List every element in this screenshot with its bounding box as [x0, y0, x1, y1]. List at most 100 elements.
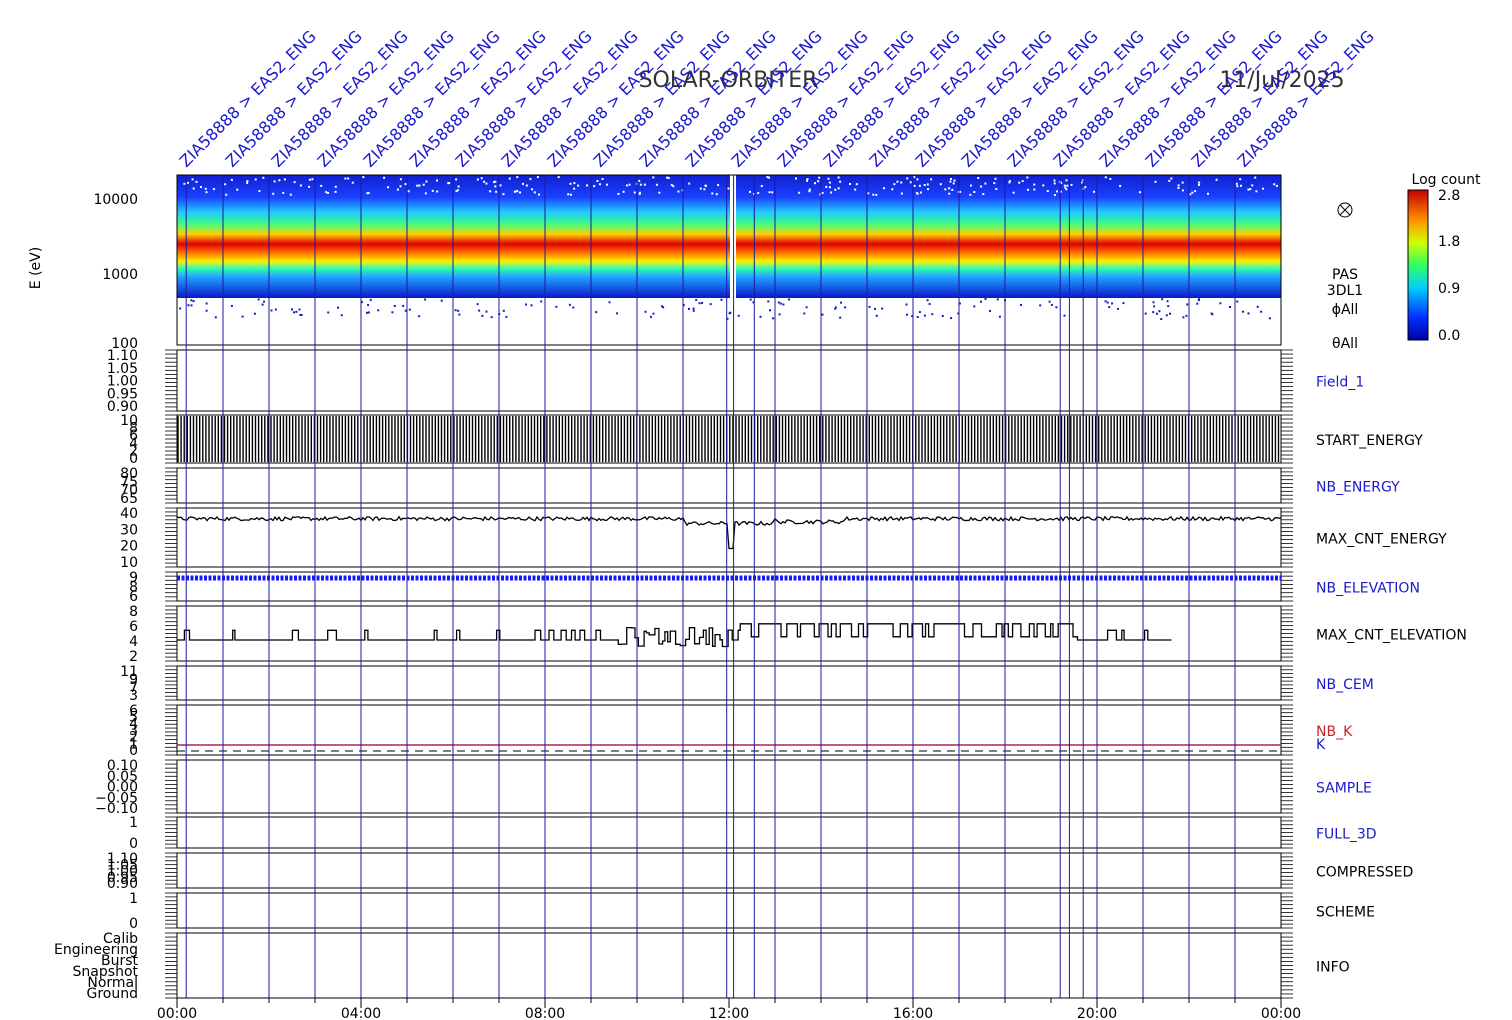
max-cnt-energy-line	[176, 515, 1282, 550]
spec-noise-dot	[1219, 302, 1222, 305]
x-tick-label: 04:00	[341, 1006, 381, 1020]
spec-noise-dot	[424, 192, 427, 195]
spec-noise-dot	[344, 177, 347, 180]
spec-noise-dot	[601, 178, 604, 180]
spec-noise-dot	[334, 185, 337, 188]
spec-noise-dot	[1108, 306, 1111, 309]
spec-noise-dot	[959, 190, 962, 193]
panel-label: NB_K	[1316, 724, 1353, 740]
panel-tick-label: 0.95	[107, 870, 138, 886]
spec-noise-dot	[1191, 191, 1194, 194]
spec-noise-dot	[616, 312, 619, 315]
spec-noise-dot	[200, 186, 202, 188]
panel-compressed: 1.101.051.000.950.90 COMPRESSED	[107, 851, 1413, 892]
spec-noise-dot	[839, 180, 842, 183]
spec-noise-dot	[436, 179, 438, 182]
spec-noise-dot	[891, 188, 894, 191]
panel-frame	[176, 852, 1282, 889]
spec-noise-dot	[1167, 305, 1170, 308]
spec-noise-dot	[916, 192, 919, 195]
spec-noise-dot	[688, 307, 690, 310]
spec-noise-dot	[225, 193, 228, 196]
spec-noise-dot	[617, 192, 620, 195]
spec-noise-dot	[1235, 182, 1238, 185]
spec-noise-dot	[625, 184, 628, 187]
panel-tick-label: 9	[129, 672, 138, 688]
spec-noise-dot	[1070, 183, 1073, 186]
panel-tick-label: 0	[129, 451, 138, 467]
spec-noise-dot	[508, 177, 511, 180]
panel-tick-label: 30	[120, 522, 138, 538]
spec-noise-dot	[703, 188, 706, 191]
spec-noise-dot	[557, 176, 560, 179]
spec-noise-dot	[195, 180, 198, 183]
panel-label: START_ENERGY	[1316, 433, 1423, 449]
panel-tick-label: 5	[129, 710, 138, 726]
panel-tick-label: 6	[129, 589, 138, 605]
spec-noise-dot	[808, 190, 811, 193]
spec-noise-dot	[944, 188, 947, 191]
spec-noise-dot	[806, 178, 809, 181]
spec-noise-dot	[454, 309, 457, 312]
spec-noise-dot	[969, 193, 972, 196]
spectrogram-image	[177, 175, 1281, 298]
colorbar-tick-1-8: 1.8	[1438, 234, 1460, 250]
spec-noise-dot	[289, 193, 292, 196]
spec-noise-dot	[399, 185, 402, 188]
panel-tick-label: Ground	[87, 986, 139, 1002]
spec-noise-dot	[717, 184, 720, 187]
spec-noise-dot	[769, 309, 771, 312]
spec-noise-dot	[362, 176, 365, 179]
panel-tick-label: 8	[129, 604, 138, 620]
spec-noise-dot	[828, 181, 831, 184]
spec-noise-dot	[190, 304, 193, 307]
spec-noise-dot	[1050, 303, 1053, 306]
spec-noise-dot	[638, 179, 641, 182]
spec-noise-dot	[1138, 191, 1141, 194]
spec-noise-dot	[383, 176, 386, 179]
spec-noise-dot	[916, 178, 919, 181]
mission-title: SOLAR-ORBITER	[639, 68, 818, 93]
spec-noise-dot	[821, 313, 824, 316]
spec-noise-dot	[1182, 189, 1184, 192]
spec-noise-dot	[337, 306, 339, 309]
product-label-pas: PAS	[1332, 267, 1358, 283]
spec-noise-dot	[643, 183, 646, 186]
spec-noise-dot	[424, 298, 427, 301]
spec-noise-dot	[1256, 305, 1259, 308]
spec-noise-dot	[377, 309, 380, 312]
panel-tick-label: 2	[129, 443, 138, 459]
spec-noise-dot	[505, 315, 508, 318]
spec-noise-dot	[270, 309, 273, 312]
panel-tick-label: 8	[129, 580, 138, 596]
panel-tick-label: −0.05	[95, 790, 138, 806]
spec-noise-dot	[261, 303, 264, 306]
spec-noise-dot	[1239, 178, 1242, 181]
spec-noise-dot	[839, 316, 842, 319]
spec-noise-dot	[502, 193, 505, 196]
spec-noise-dot	[404, 183, 407, 186]
panel-label: SAMPLE	[1316, 781, 1372, 797]
spec-noise-dot	[698, 302, 701, 305]
spec-noise-dot	[476, 178, 479, 181]
spec-noise-dot	[650, 315, 652, 318]
spec-noise-dot	[1185, 314, 1188, 317]
colorbar-tick-0-9: 0.9	[1438, 281, 1460, 297]
panel-tick-label: 1	[129, 891, 138, 907]
spec-noise-dot	[308, 185, 311, 188]
spec-noise-dot	[996, 298, 999, 301]
spec-noise-dot	[586, 184, 589, 187]
spec-noise-dot	[1053, 194, 1056, 196]
spec-noise-dot	[909, 181, 912, 184]
spec-noise-dot	[772, 317, 775, 320]
spec-noise-dot	[254, 178, 257, 181]
spec-noise-dot	[916, 316, 919, 318]
spec-noise-dot	[192, 300, 195, 303]
panel-tick-label: 1.00	[107, 864, 138, 880]
spec-noise-dot	[760, 185, 763, 188]
spec-noise-dot	[893, 183, 896, 186]
panel-tick-label: 3	[129, 723, 138, 739]
spec-noise-dot	[837, 187, 840, 190]
panel-tick-label: 11	[120, 664, 138, 680]
